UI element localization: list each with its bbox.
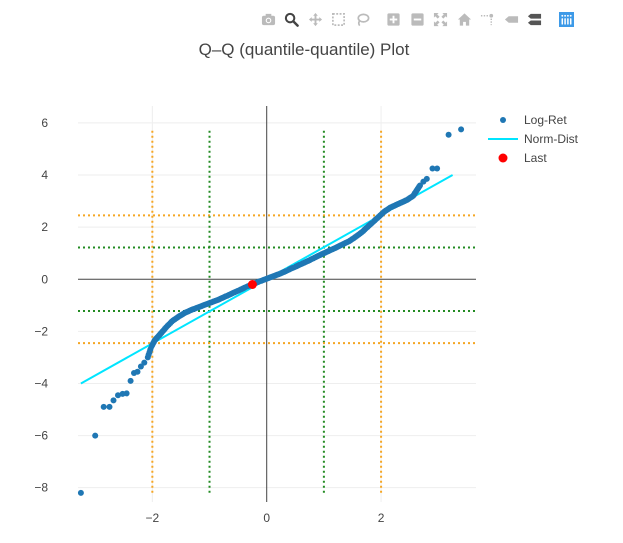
camera-icon xyxy=(261,13,275,25)
autoscale-button[interactable] xyxy=(431,9,451,29)
lasso-button[interactable] xyxy=(352,9,372,29)
data-point[interactable] xyxy=(134,368,141,375)
reference-lines xyxy=(78,130,476,493)
data-point[interactable] xyxy=(141,359,148,366)
last-point[interactable] xyxy=(247,280,257,289)
hover-compare-button[interactable] xyxy=(525,9,545,29)
legend-item-last[interactable]: Last xyxy=(498,151,548,165)
x-tick-label: 2 xyxy=(378,511,385,525)
legend-marker-swatch xyxy=(500,117,506,123)
y-tick-label: −4 xyxy=(34,376,48,390)
series-last xyxy=(247,280,257,289)
reset-axes-icon xyxy=(457,12,471,26)
zoom-icon xyxy=(284,12,299,27)
hover-compare-icon xyxy=(527,13,542,25)
hover-closest-icon xyxy=(504,15,518,23)
zoom-in-button[interactable] xyxy=(384,9,404,29)
legend-marker-swatch xyxy=(498,153,508,163)
zero-lines xyxy=(78,106,476,502)
hover-closest-button[interactable] xyxy=(501,9,521,29)
box-select-icon xyxy=(332,12,345,26)
lasso-icon xyxy=(356,13,369,26)
data-point[interactable] xyxy=(445,131,452,138)
reset-axes-button[interactable] xyxy=(454,9,474,29)
legend-item-norm-dist[interactable]: Norm-Dist xyxy=(488,132,579,146)
data-point[interactable] xyxy=(110,397,117,404)
autoscale-icon xyxy=(433,12,448,26)
data-point[interactable] xyxy=(106,403,113,410)
data-point[interactable] xyxy=(434,165,441,172)
legend-label: Log-Ret xyxy=(524,113,567,127)
data-point[interactable] xyxy=(92,432,99,439)
legend-item-log-ret[interactable]: Log-Ret xyxy=(500,113,567,127)
tick-labels: −2 0 2 −8 −6 −4 −2 0 2 4 6 xyxy=(34,116,384,525)
y-tick-label: 0 xyxy=(41,272,48,286)
zoom-in-icon xyxy=(387,12,400,26)
zoom-out-icon xyxy=(410,12,424,26)
data-point[interactable] xyxy=(458,126,465,133)
zoom-out-button[interactable] xyxy=(407,9,427,29)
y-tick-label: −8 xyxy=(34,481,48,495)
plotly-logo-icon xyxy=(558,11,574,27)
data-point[interactable] xyxy=(123,390,130,397)
modebar xyxy=(258,8,580,30)
pan-button[interactable] xyxy=(305,9,325,29)
y-tick-label: 2 xyxy=(41,220,48,234)
y-tick-label: −6 xyxy=(34,429,48,443)
box-select-button[interactable] xyxy=(329,9,349,29)
legend-label: Norm-Dist xyxy=(524,132,579,146)
y-tick-label: 4 xyxy=(41,168,48,182)
data-point[interactable] xyxy=(416,183,423,190)
plotly-logo-button[interactable] xyxy=(556,9,576,29)
spike-lines-icon xyxy=(480,13,494,25)
legend-label: Last xyxy=(524,151,547,165)
series-layer xyxy=(77,126,465,496)
series-log-ret xyxy=(77,126,465,496)
zoom-button[interactable] xyxy=(282,9,302,29)
camera-button[interactable] xyxy=(258,9,278,29)
data-point[interactable] xyxy=(77,489,84,496)
y-tick-label: 6 xyxy=(41,116,48,130)
data-point[interactable] xyxy=(100,403,107,410)
chart-title: Q–Q (quantile-quantile) Plot xyxy=(199,40,410,59)
legend[interactable]: Log-Ret Norm-Dist Last xyxy=(488,113,579,165)
x-tick-label: 0 xyxy=(263,511,270,525)
data-point[interactable] xyxy=(423,175,430,182)
data-point[interactable] xyxy=(429,165,436,172)
data-point[interactable] xyxy=(127,377,134,384)
data-point[interactable] xyxy=(115,392,121,399)
pan-icon xyxy=(308,12,322,26)
spike-lines-button[interactable] xyxy=(478,9,498,29)
data-point[interactable] xyxy=(137,363,144,370)
gridlines xyxy=(78,106,476,502)
y-tick-label: −2 xyxy=(34,324,48,338)
log-ret-dense-band xyxy=(145,183,423,358)
x-tick-label: −2 xyxy=(145,511,159,525)
